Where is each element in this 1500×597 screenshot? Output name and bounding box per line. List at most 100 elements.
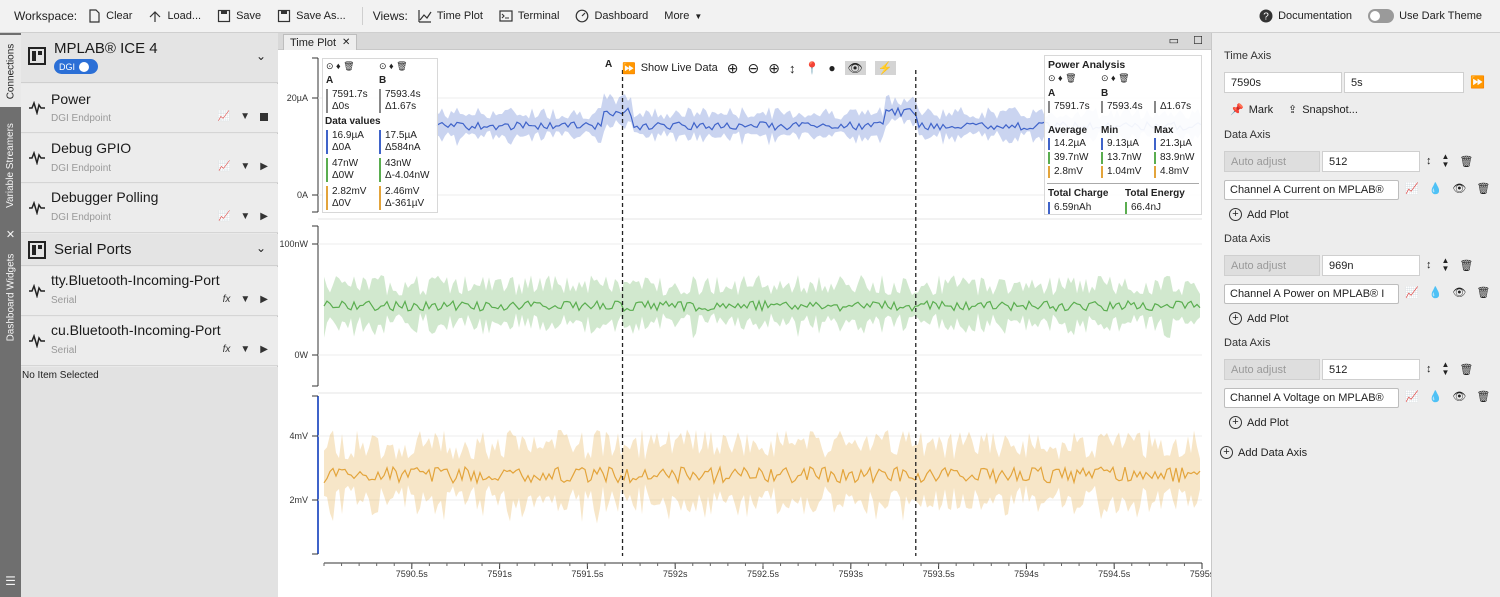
add-data-axis-button[interactable]: + Add Data Axis <box>1220 446 1307 459</box>
list-item[interactable]: Debugger Polling DGI Endpoint 📈 ▼ ▶ <box>21 184 278 233</box>
show-live-data-button[interactable]: Show Live Data <box>640 62 718 74</box>
color-drop-icon[interactable]: 💧 <box>1428 183 1443 195</box>
marker-pin-icon[interactable]: 📍 <box>804 61 820 75</box>
more-menu[interactable]: More ▼ <box>664 10 702 22</box>
stop-icon[interactable] <box>260 112 268 121</box>
auto-adjust-field[interactable]: Auto adjust <box>1224 151 1320 172</box>
fast-forward-icon[interactable]: ⏩ <box>622 62 636 75</box>
caret-down-icon[interactable]: ▼ <box>240 344 251 355</box>
close-icon[interactable]: ✕ <box>342 37 351 48</box>
vertical-resize-icon[interactable]: ↕ <box>1426 363 1432 375</box>
cursor-a-tools[interactable]: ⊙ ♦ 🗑 <box>326 61 355 71</box>
add-plot-button[interactable]: + Add Plot <box>1229 208 1289 221</box>
vertical-resize-icon[interactable]: ↕ <box>1426 259 1432 271</box>
time-span-input[interactable]: 5s <box>1344 72 1464 93</box>
play-icon[interactable]: ▶ <box>260 344 268 355</box>
auto-adjust-field[interactable]: Auto adjust <box>1224 359 1320 380</box>
tab-connections[interactable]: Connections <box>0 35 21 107</box>
color-drop-icon[interactable]: 💧 <box>1428 391 1443 403</box>
trash-icon[interactable]: 🗑 <box>1476 391 1491 403</box>
eye-icon[interactable]: 👁 <box>1452 391 1467 403</box>
channel-select[interactable]: Channel A Voltage on MPLAB® <box>1224 388 1399 408</box>
hamburger-menu-icon[interactable]: ☰ <box>5 574 16 588</box>
pa-cursor-a-tools[interactable]: ⊙ ♦ 🗑 <box>1048 73 1077 83</box>
add-chart-icon[interactable]: 📈 <box>217 161 231 172</box>
list-item[interactable]: Debug GPIO DGI Endpoint 📈 ▼ ▶ <box>21 134 278 183</box>
list-item[interactable]: tty.Bluetooth-Incoming-Port Serial fx ▼ … <box>21 267 278 316</box>
device-header[interactable]: MPLAB® ICE 4 DGI ⌄ <box>21 33 278 83</box>
vertical-resize-icon[interactable]: ↕ <box>1426 155 1432 167</box>
caret-down-icon[interactable]: ▼ <box>240 111 250 122</box>
stepper-icon[interactable]: ▲ ▼ <box>1441 256 1450 273</box>
function-icon[interactable]: fx <box>222 294 231 305</box>
add-chart-icon[interactable]: 📈 <box>217 111 231 122</box>
trash-icon[interactable]: 🗑 <box>1476 183 1491 195</box>
time-plot-button[interactable]: Time Plot <box>418 9 483 23</box>
add-chart-icon[interactable]: 📈 <box>217 211 231 222</box>
function-icon[interactable]: fx <box>222 344 231 355</box>
channel-select[interactable]: Channel A Power on MPLAB® I <box>1224 284 1399 304</box>
play-icon[interactable]: ▶ <box>260 211 268 222</box>
zoom-in-icon[interactable]: ⊕ <box>726 59 739 76</box>
stepper-icon[interactable]: ▲ ▼ <box>1441 152 1450 169</box>
clear-button[interactable]: Clear <box>87 9 132 23</box>
chart-icon[interactable]: 📈 <box>1405 183 1419 195</box>
chevron-down-icon[interactable]: ⌄ <box>255 241 266 255</box>
save-as-button[interactable]: Save As... <box>277 9 346 23</box>
axis-value-input[interactable]: 512 <box>1322 151 1420 172</box>
color-drop-icon[interactable]: 💧 <box>1428 287 1443 299</box>
close-icon[interactable]: ✕ <box>5 228 16 241</box>
tab-dashboard-widgets[interactable]: Dashboard Widgets <box>0 243 21 351</box>
play-icon[interactable]: ▶ <box>260 294 268 305</box>
caret-down-icon[interactable]: ▼ <box>240 294 251 305</box>
chart-icon[interactable]: 📈 <box>1405 391 1419 403</box>
serial-ports-header[interactable]: Serial Ports ⌄ <box>21 234 278 266</box>
cursor-b-tools[interactable]: ⊙ ♦ 🗑 <box>379 61 408 71</box>
axis-value-input[interactable]: 512 <box>1322 359 1420 380</box>
list-item[interactable]: Power DGI Endpoint 📈 ▼ <box>21 84 278 133</box>
caret-down-icon[interactable]: ▼ <box>240 161 251 172</box>
channel-select[interactable]: Channel A Current on MPLAB® <box>1224 180 1399 200</box>
play-icon[interactable]: ▶ <box>260 161 268 172</box>
documentation-button[interactable]: ? Documentation <box>1259 9 1352 23</box>
cursor-icon[interactable]: ⚡ <box>874 61 896 75</box>
add-plot-button[interactable]: + Add Plot <box>1229 416 1289 429</box>
time-plot-chart[interactable]: 20µA 0A 100nW 0W 4mV 2mV 7590.5s 7591s 7591.5s 75… <box>278 50 1211 597</box>
vertical-resize-icon[interactable]: ↕ <box>788 60 796 76</box>
stepper-icon[interactable]: ▲ ▼ <box>1441 360 1450 377</box>
trash-icon[interactable]: 🗑 <box>1476 287 1491 299</box>
chart-icon[interactable]: 📈 <box>1405 287 1419 299</box>
dgi-toggle[interactable]: DGI <box>54 59 98 74</box>
auto-adjust-field[interactable]: Auto adjust <box>1224 255 1320 276</box>
dashboard-button[interactable]: Dashboard <box>575 9 648 23</box>
save-button[interactable]: Save <box>217 9 261 23</box>
trash-icon[interactable]: 🗑 <box>1459 259 1474 272</box>
zoom-out-icon[interactable]: ⊖ <box>747 59 760 76</box>
dot-icon[interactable]: ● <box>828 61 836 75</box>
restore-icon[interactable]: ▭ <box>1168 35 1179 47</box>
load-button[interactable]: Load... <box>148 9 201 23</box>
pa-cursor-b-tools[interactable]: ⊙ ♦ 🗑 <box>1101 73 1130 83</box>
zoom-fit-icon[interactable]: ⊕ <box>768 59 780 76</box>
toggle-switch[interactable] <box>1368 9 1395 23</box>
eye-icon[interactable]: 👁 <box>1452 183 1467 195</box>
tab-time-plot[interactable]: Time Plot ✕ <box>283 34 358 50</box>
chevron-down-icon[interactable]: ⌄ <box>255 49 266 63</box>
eye-icon[interactable]: 👁 <box>844 61 866 75</box>
trash-icon[interactable]: 🗑 <box>1459 363 1474 376</box>
snapshot-button[interactable]: ⇪ Snapshot... <box>1288 103 1358 117</box>
trash-icon[interactable]: 🗑 <box>1459 155 1474 168</box>
add-plot-button[interactable]: + Add Plot <box>1229 312 1289 325</box>
caret-down-icon[interactable]: ▼ <box>240 211 251 222</box>
dark-theme-toggle[interactable]: Use Dark Theme <box>1368 9 1482 23</box>
terminal-button[interactable]: Terminal <box>499 9 559 23</box>
eye-icon[interactable]: 👁 <box>1452 287 1467 299</box>
time-start-input[interactable]: 7590s <box>1224 72 1342 93</box>
axis-settings-panel: Time Axis 7590s 5s ⏩ 📌 Mark ⇪ Snapshot..… <box>1211 33 1500 597</box>
list-item[interactable]: cu.Bluetooth-Incoming-Port Serial fx ▼ ▶ <box>21 317 278 366</box>
maximize-icon[interactable]: ☐ <box>1193 35 1203 47</box>
axis-value-input[interactable]: 969n <box>1322 255 1420 276</box>
fast-forward-icon[interactable]: ⏩ <box>1470 75 1485 89</box>
mark-button[interactable]: 📌 Mark <box>1230 103 1273 117</box>
tab-variable-streamers[interactable]: Variable Streamers <box>0 113 21 217</box>
